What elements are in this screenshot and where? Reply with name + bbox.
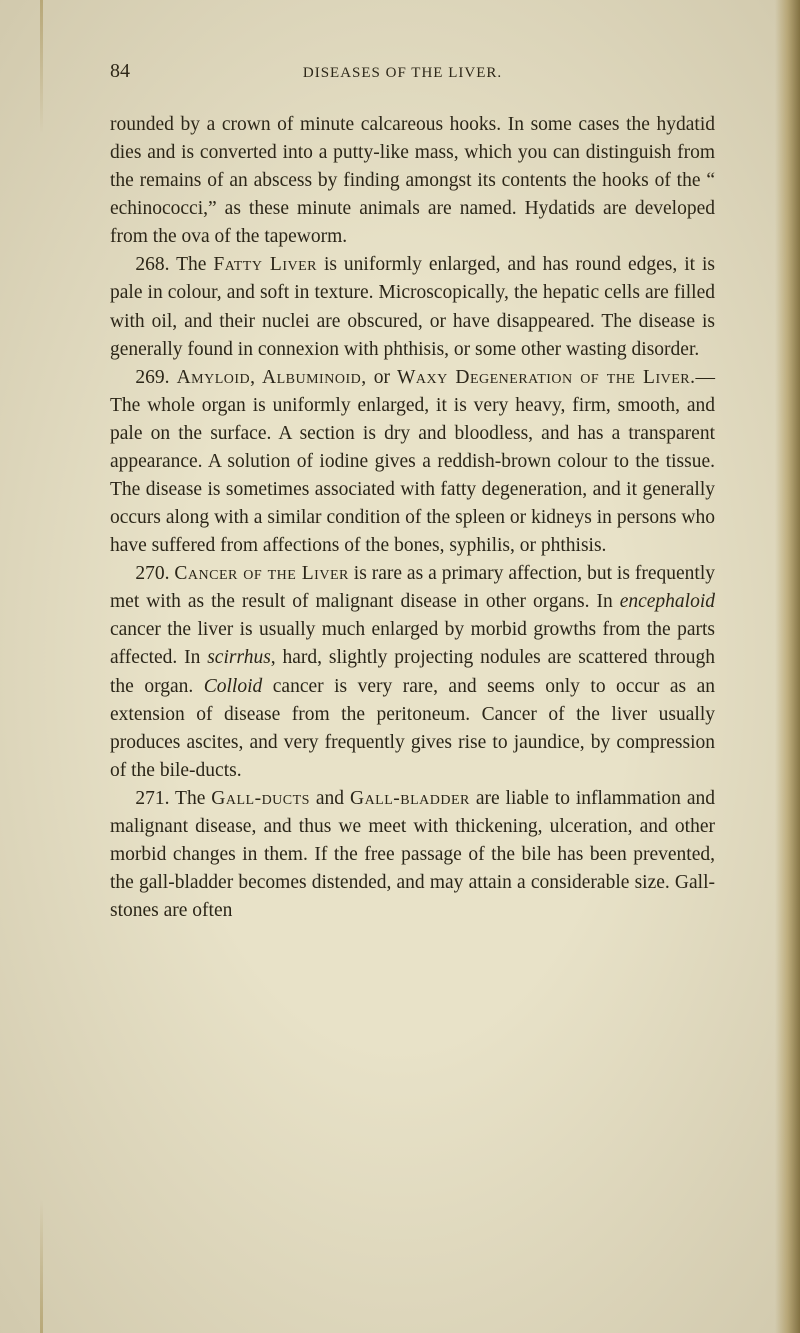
paragraph: 270. Cancer of the Liver is rare as a pr… [110,560,715,785]
scanned-page: 84 DISEASES OF THE LIVER. rounded by a c… [0,0,800,1333]
paragraph: 268. The Fatty Liver is uniformly enlarg… [110,251,715,363]
paragraph: 271. The Gall-ducts and Gall-bladder are… [110,785,715,925]
paragraph: 269. Amyloid, Albuminoid, or Waxy Degene… [110,364,715,561]
paragraph: rounded by a crown of minute calcareous … [110,111,715,251]
page-header: 84 DISEASES OF THE LIVER. [110,60,715,83]
body-text: rounded by a crown of minute calcareous … [110,111,715,925]
running-head: DISEASES OF THE LIVER. [90,65,715,82]
